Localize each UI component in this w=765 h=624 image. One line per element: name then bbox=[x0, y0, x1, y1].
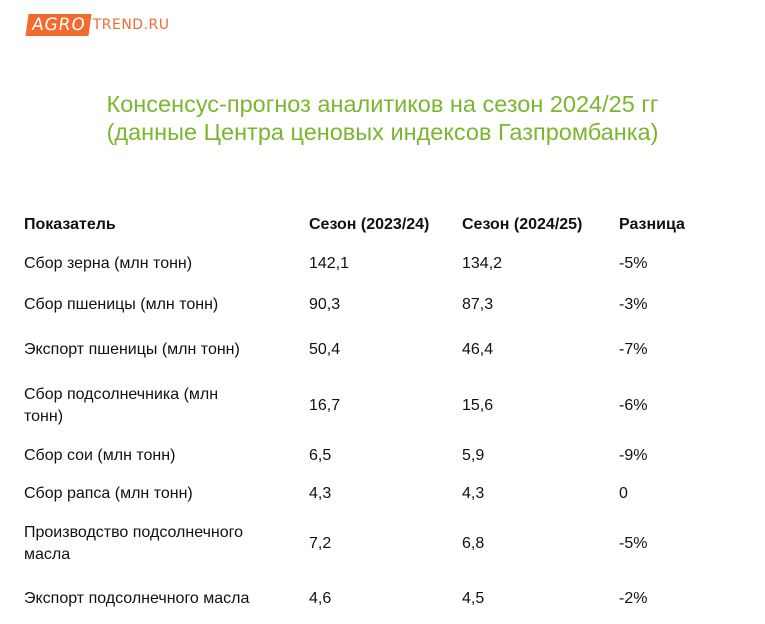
table-row: Сбор сои (млн тонн) 6,5 5,9 -9% bbox=[24, 437, 709, 475]
row-label: Сбор зерна (млн тонн) bbox=[24, 255, 193, 272]
row-value-2023-24: 16,7 bbox=[309, 396, 341, 414]
row-label: Экспорт подсолнечного масла bbox=[24, 590, 250, 607]
row-value-2024-25: 5,9 bbox=[462, 447, 485, 464]
row-value-2023-24: 4,6 bbox=[309, 590, 332, 607]
row-difference: -5% bbox=[619, 534, 648, 552]
row-value-2023-24: 142,1 bbox=[309, 255, 350, 272]
table-row: Сбор рапса (млн тонн) 4,3 4,3 0 bbox=[24, 475, 709, 513]
table-row: Экспорт подсолнечного масла 4,6 4,5 -2% bbox=[24, 574, 709, 624]
header-season-2023-24: Сезон (2023/24) bbox=[309, 216, 430, 233]
title-line-1: Консенсус-прогноз аналитиков на сезон 20… bbox=[106, 91, 659, 117]
row-value-2023-24: 7,2 bbox=[309, 534, 332, 552]
table-row: Сбор зерна (млн тонн) 142,1 134,2 -5% bbox=[24, 244, 709, 284]
row-difference: -2% bbox=[619, 590, 648, 607]
row-value-2023-24: 4,3 bbox=[309, 485, 332, 502]
row-value-2024-25: 46,4 bbox=[462, 341, 494, 358]
row-label: Сбор подсолнечника (млн тонн) bbox=[24, 385, 219, 425]
forecast-table: Показатель Сезон (2023/24) Сезон (2024/2… bbox=[24, 206, 709, 624]
logo-domain: TREND.RU bbox=[92, 17, 170, 33]
row-value-2023-24: 50,4 bbox=[309, 341, 341, 358]
row-value-2024-25: 134,2 bbox=[462, 255, 503, 272]
table-row: Экспорт пшеницы (млн тонн) 50,4 46,4 -7% bbox=[24, 326, 709, 374]
header-season-2024-25: Сезон (2024/25) bbox=[462, 216, 583, 233]
row-difference: -9% bbox=[619, 447, 648, 464]
row-value-2024-25: 87,3 bbox=[462, 296, 494, 313]
row-difference: -6% bbox=[619, 396, 648, 414]
row-difference: 0 bbox=[619, 485, 628, 502]
row-label: Сбор пшеницы (млн тонн) bbox=[24, 296, 219, 313]
logo-highlight: AGRO bbox=[25, 14, 92, 36]
row-label: Экспорт пшеницы (млн тонн) bbox=[24, 341, 240, 358]
row-difference: -3% bbox=[619, 296, 648, 313]
row-value-2024-25: 15,6 bbox=[462, 396, 494, 414]
row-label: Сбор рапса (млн тонн) bbox=[24, 485, 193, 502]
table-row: Производство подсолнечного масла 7,2 6,8… bbox=[24, 513, 709, 574]
row-label: Сбор сои (млн тонн) bbox=[24, 447, 176, 464]
table-row: Сбор подсолнечника (млн тонн) 16,7 15,6 … bbox=[24, 374, 709, 437]
row-value-2024-25: 6,8 bbox=[462, 534, 485, 552]
header-indicator: Показатель bbox=[24, 216, 116, 233]
row-value-2023-24: 6,5 bbox=[309, 447, 332, 464]
row-value-2024-25: 4,5 bbox=[462, 590, 485, 607]
title-line-2: (данные Центра ценовых индексов Газпромб… bbox=[106, 119, 659, 145]
table-row: Сбор пшеницы (млн тонн) 90,3 87,3 -3% bbox=[24, 284, 709, 326]
row-difference: -7% bbox=[619, 341, 648, 358]
table-header-row: Показатель Сезон (2023/24) Сезон (2024/2… bbox=[24, 206, 709, 244]
row-label: Производство подсолнечного масла bbox=[24, 523, 244, 563]
agrotrend-logo: AGRO TREND.RU bbox=[25, 13, 170, 37]
row-value-2024-25: 4,3 bbox=[462, 485, 485, 502]
header-difference: Разница bbox=[619, 216, 685, 233]
row-value-2023-24: 90,3 bbox=[309, 296, 341, 313]
page-title: Консенсус-прогноз аналитиков на сезон 20… bbox=[0, 90, 765, 146]
row-difference: -5% bbox=[619, 255, 648, 272]
